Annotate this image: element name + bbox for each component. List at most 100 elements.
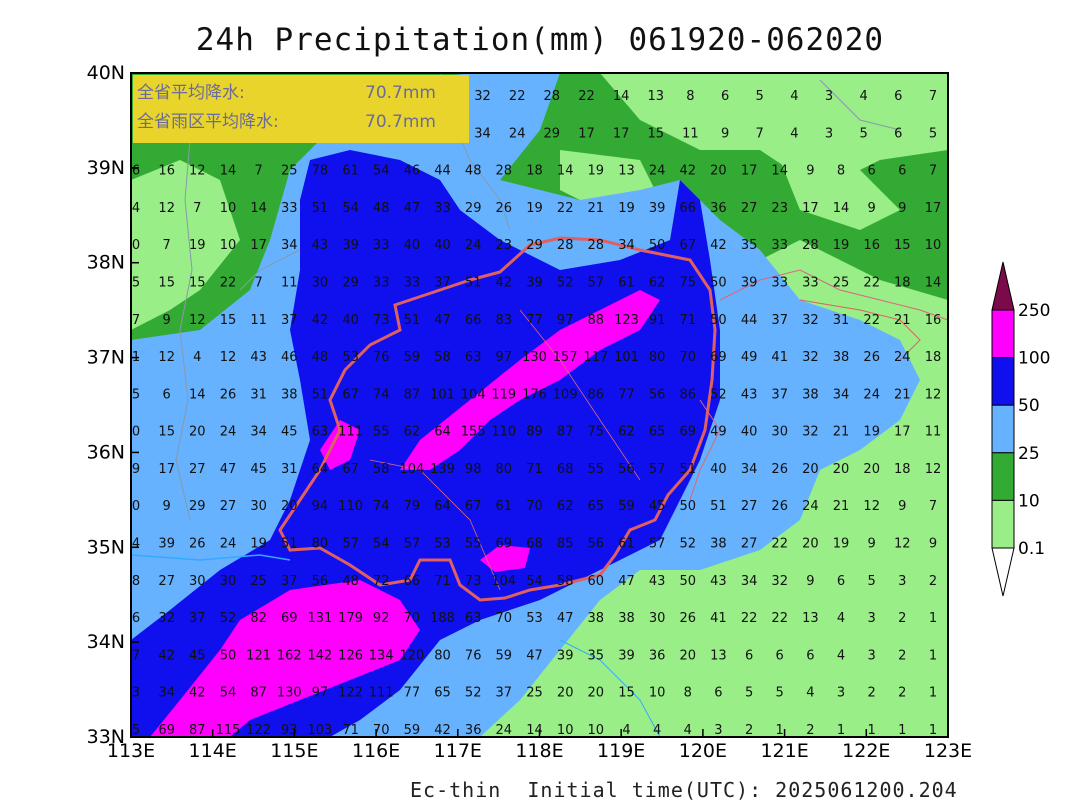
grid-value: 29 [526,238,543,253]
grid-value: 119 [491,387,516,402]
legend-swatch [991,357,1015,406]
grid-value: 110 [338,499,363,514]
grid-value: 37 [771,313,788,328]
grid-value: 56 [312,574,329,589]
y-tick-label: 39N [87,157,125,179]
grid-value: 101 [614,350,639,365]
grid-value: 48 [342,574,359,589]
grid-value: 104 [491,574,516,589]
x-tick-label: 115E [270,740,318,762]
grid-value: 30 [220,574,237,589]
grid-value: 157 [553,350,578,365]
map-title: 24h Precipitation(mm) 061920-062020 [195,22,885,58]
grid-value: 75 [588,425,605,440]
legend-label: 0.1 [1018,539,1045,559]
grid-value: 14 [833,201,850,216]
grid-value: 12 [863,499,880,514]
grid-value: 32 [771,574,788,589]
grid-value: 34 [474,126,491,141]
info-box: 全省平均降水: 70.7mm 全省雨区平均降水: 70.7mm [133,75,469,143]
grid-value: 0 [132,499,140,514]
grid-value: 64 [434,499,451,514]
grid-value: 109 [553,387,578,402]
grid-value: 62 [404,425,421,440]
grid-value: 38 [588,611,605,626]
x-tick-label: 123E [924,740,972,762]
grid-value: 26 [680,611,697,626]
grid-value: 22 [741,611,758,626]
grid-value: 89 [526,425,543,440]
x-tick-label: 117E [434,740,482,762]
x-tick-label: 116E [352,740,400,762]
grid-value: 27 [158,574,175,589]
grid-value: 16 [158,164,175,179]
grid-value: 36 [465,723,482,738]
grid-value: 7 [132,648,140,663]
grid-value: 94 [312,499,329,514]
grid-value: 15 [189,276,206,291]
precipitation-fill [131,73,948,737]
info-value-1: 70.7mm [365,83,436,103]
grid-value: 10 [588,723,605,738]
grid-value: 37 [281,313,298,328]
grid-value: 57 [588,276,605,291]
grid-value: 19 [863,425,880,440]
grid-value: 17 [894,425,911,440]
grid-value: 33 [802,276,819,291]
grid-value: 162 [277,648,302,663]
grid-value: 8 [686,89,694,104]
grid-value: 61 [342,164,359,179]
grid-value: 18 [894,276,911,291]
grid-value: 50 [220,648,237,663]
grid-value: 19 [833,238,850,253]
grid-value: 39 [557,648,574,663]
y-tick-label: 35N [87,536,125,558]
grid-value: 41 [771,350,788,365]
grid-value: 21 [894,387,911,402]
grid-value: 179 [338,611,363,626]
grid-value: 19 [833,537,850,552]
grid-value: 59 [404,350,421,365]
grid-value: 66 [465,313,482,328]
legend-swatch [991,309,1015,359]
grid-value: 4 [790,126,798,141]
grid-value: 40 [404,238,421,253]
grid-value: 0 [132,425,140,440]
grid-value: 37 [189,611,206,626]
grid-value: 49 [710,425,727,440]
grid-value-labels: 3232222822141386543467540342429171715119… [132,89,941,738]
x-tick-label: 118E [515,740,563,762]
grid-value: 54 [373,164,390,179]
grid-value: 12 [158,201,175,216]
grid-value: 19 [526,201,543,216]
grid-value: 86 [588,387,605,402]
grid-value: 20 [588,686,605,701]
grid-value: 11 [250,313,267,328]
grid-value: 16 [925,313,942,328]
grid-value: 6 [894,126,902,141]
grid-value: 20 [802,462,819,477]
grid-value: 22 [863,276,880,291]
grid-value: 22 [771,537,788,552]
grid-value: 8 [837,164,845,179]
grid-value: 56 [588,537,605,552]
grid-value: 88 [588,313,605,328]
y-axis: 40N 39N 38N 37N 36N 35N 34N 33N [87,62,139,748]
x-tick-label: 113E [107,740,155,762]
grid-value: 1 [837,723,845,738]
grid-value: 39 [618,648,635,663]
grid-value: 139 [430,462,455,477]
legend-label: 50 [1018,396,1040,416]
grid-value: 73 [465,574,482,589]
grid-value: 45 [281,425,298,440]
grid-value: 50 [680,499,697,514]
grid-value: 31 [281,462,298,477]
grid-value: 24 [894,350,911,365]
grid-value: 28 [544,89,561,104]
grid-value: 63 [465,350,482,365]
grid-value: 48 [312,350,329,365]
grid-value: 4 [622,723,630,738]
grid-value: 70 [496,611,513,626]
grid-value: 6 [745,648,753,663]
grid-value: 10 [925,238,942,253]
